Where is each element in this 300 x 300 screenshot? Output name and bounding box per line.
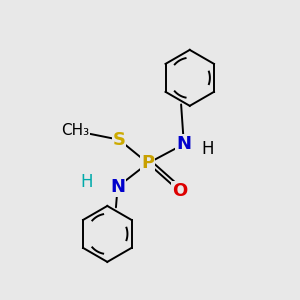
Text: N: N (176, 135, 191, 153)
Text: S: S (112, 131, 126, 149)
Text: N: N (110, 178, 125, 196)
Text: O: O (172, 182, 187, 200)
Text: H: H (80, 173, 93, 191)
Text: CH₃: CH₃ (61, 123, 89, 138)
Text: H: H (201, 140, 214, 158)
Text: P: P (141, 154, 154, 172)
